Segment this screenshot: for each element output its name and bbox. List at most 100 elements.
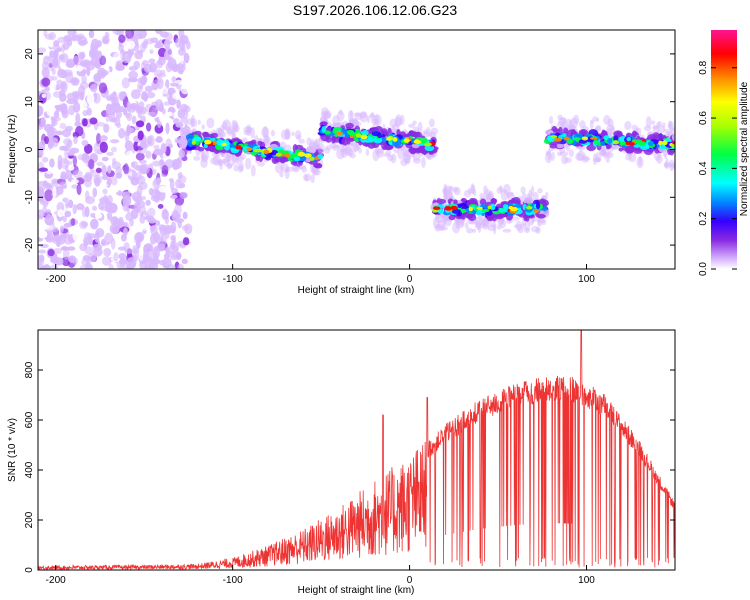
heatmap-cell (84, 190, 90, 200)
heatmap-cell (317, 142, 325, 155)
heatmap-cell (182, 105, 191, 113)
heatmap-cell (112, 157, 117, 165)
heatmap-cell (408, 130, 416, 137)
heatmap-cell (64, 164, 70, 173)
snr-series-line (38, 330, 675, 570)
heatmap-cell (520, 223, 526, 230)
heatmap-cell (661, 140, 668, 146)
colorbar (711, 30, 737, 269)
heatmap-cell (92, 92, 101, 104)
heatmap-cell (88, 236, 93, 246)
heatmap-cell (657, 121, 663, 127)
heatmap-x-tick-label: -200 (46, 274, 66, 285)
heatmap-cell (50, 82, 57, 91)
heatmap-cell (110, 139, 120, 144)
heatmap-cell (671, 133, 675, 141)
heatmap-cell (38, 249, 47, 254)
heatmap-cell (517, 227, 524, 234)
heatmap-cell (65, 202, 70, 209)
heatmap-cell (629, 142, 635, 146)
heatmap-cell (163, 32, 173, 41)
heatmap-cell (83, 143, 93, 154)
heatmap-cell (193, 155, 201, 161)
heatmap-cell (51, 56, 61, 69)
heatmap-cell (46, 105, 57, 117)
heatmap-cell (349, 152, 356, 159)
heatmap-cell (479, 192, 485, 200)
heatmap-cell (562, 133, 567, 138)
heatmap-cell (657, 134, 667, 139)
heatmap-cell (148, 187, 154, 196)
heatmap-cell (672, 141, 675, 145)
heatmap-cell (374, 114, 379, 126)
heatmap-cell (83, 240, 88, 248)
heatmap-cell (618, 147, 623, 152)
heatmap-cell (246, 147, 253, 152)
heatmap-cell (331, 144, 340, 151)
heatmap-cell (71, 179, 79, 184)
heatmap-cell (404, 158, 411, 165)
heatmap-cell (355, 133, 362, 138)
heatmap-cell (481, 208, 490, 213)
heatmap-cell (349, 142, 359, 147)
heatmap-cell (664, 152, 668, 160)
heatmap-cell (522, 192, 527, 200)
heatmap-cell (160, 143, 167, 154)
heatmap-cell (76, 203, 85, 211)
heatmap-cell (467, 187, 472, 195)
heatmap-x-tick-label: -100 (223, 274, 243, 285)
heatmap-cell (38, 230, 48, 239)
heatmap-cell (191, 140, 196, 145)
heatmap-cell (86, 93, 95, 105)
heatmap-cell (185, 40, 191, 50)
heatmap-cell (607, 137, 613, 144)
heatmap-cell (135, 105, 142, 114)
heatmap-cell (666, 130, 672, 137)
heatmap-cell (663, 161, 668, 169)
heatmap-cell (549, 143, 558, 149)
heatmap-cell (155, 30, 163, 35)
heatmap-cell (503, 183, 511, 196)
heatmap-cell (101, 164, 107, 177)
heatmap-cell (204, 139, 212, 145)
heatmap-cell (262, 138, 270, 143)
heatmap-cell (163, 224, 172, 235)
heatmap-cell (66, 160, 73, 166)
heatmap-cell (42, 55, 51, 66)
heatmap-cell (163, 101, 171, 106)
snr-y-tick-label: 0 (24, 567, 35, 573)
snr-y-tick-label: 400 (24, 461, 35, 478)
heatmap-cell (149, 233, 157, 245)
heatmap-cell (126, 101, 132, 112)
heatmap-cell (175, 122, 184, 128)
heatmap-cell (106, 177, 112, 186)
heatmap-cell (40, 117, 46, 127)
colorbar-ticks: 0.0 0.2 0.4 0.6 0.8 (698, 60, 737, 276)
heatmap-cell (72, 229, 80, 241)
heatmap-cell (645, 116, 652, 128)
heatmap-cell (372, 149, 380, 162)
heatmap-cell (165, 247, 170, 254)
heatmap-cell (559, 151, 569, 157)
heatmap-cell (139, 224, 149, 231)
heatmap-cell (170, 82, 180, 87)
heatmap-cell (112, 96, 119, 107)
heatmap-cell (58, 103, 68, 111)
heatmap-cell (103, 123, 110, 134)
heatmap-cell (225, 126, 235, 134)
heatmap-cell (155, 177, 161, 186)
heatmap-cell (147, 218, 157, 224)
heatmap-cell (133, 60, 141, 69)
heatmap-cell (135, 200, 141, 206)
heatmap-cell (296, 134, 302, 140)
heatmap-cell (179, 191, 189, 199)
heatmap-cell (668, 123, 672, 129)
heatmap-cell (386, 137, 392, 141)
colorbar-tick-label: 0.6 (698, 111, 709, 125)
snr-x-tick-label: 0 (407, 575, 413, 586)
heatmap-cell (76, 65, 84, 72)
heatmap-cell (448, 186, 454, 192)
heatmap-cell (563, 136, 570, 141)
heatmap-cell (325, 135, 332, 143)
heatmap-cell (479, 198, 487, 206)
